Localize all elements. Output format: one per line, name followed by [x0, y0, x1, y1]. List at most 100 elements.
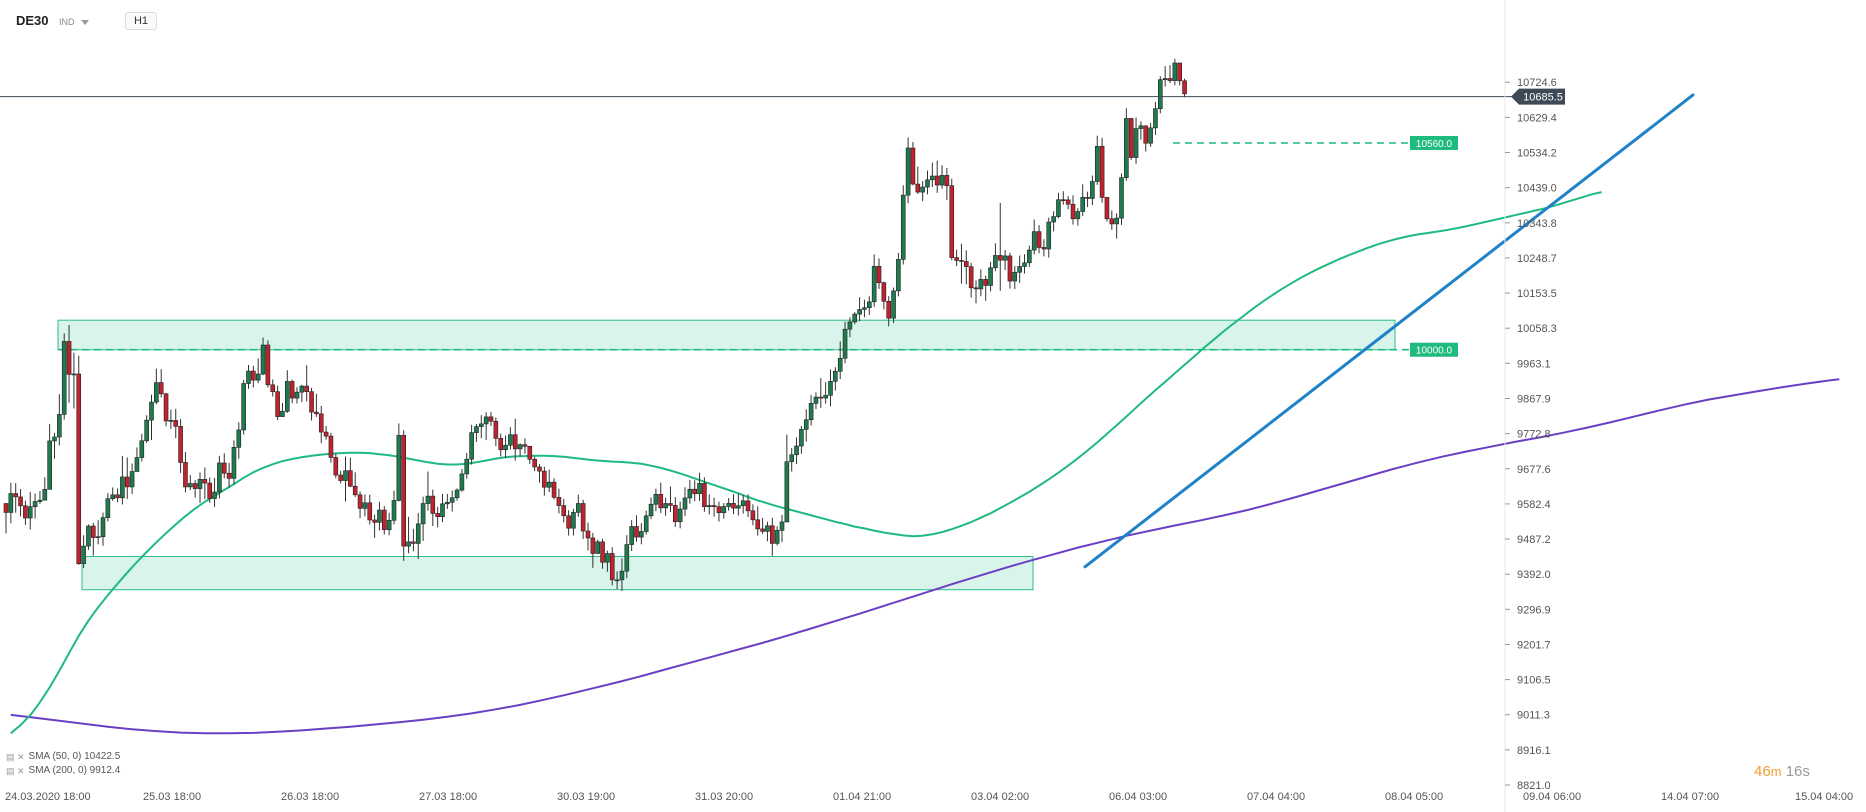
candle[interactable] [459, 469, 465, 492]
candle[interactable] [1080, 184, 1085, 217]
candle[interactable] [280, 402, 285, 417]
candle[interactable] [86, 524, 91, 550]
candle[interactable] [362, 494, 368, 517]
candle[interactable] [697, 472, 702, 501]
candle[interactable] [120, 455, 125, 505]
candle[interactable] [1061, 191, 1066, 205]
candle[interactable] [1075, 208, 1081, 226]
candle[interactable] [799, 426, 804, 454]
candle[interactable] [144, 415, 149, 444]
candle[interactable] [833, 367, 838, 391]
candle[interactable] [1022, 254, 1027, 274]
candle[interactable] [542, 466, 547, 496]
candle[interactable] [430, 489, 436, 526]
candle[interactable] [154, 368, 159, 405]
candle[interactable] [498, 433, 504, 457]
candle[interactable] [614, 571, 620, 590]
candle[interactable] [449, 490, 455, 512]
candle[interactable] [1065, 196, 1071, 210]
candle[interactable] [352, 472, 358, 498]
candle[interactable] [37, 490, 43, 504]
candle[interactable] [435, 506, 440, 528]
candle[interactable] [27, 491, 33, 530]
candle[interactable] [265, 340, 271, 388]
candle[interactable] [920, 180, 925, 202]
candle[interactable] [765, 521, 770, 542]
candle[interactable] [1148, 123, 1153, 147]
candle[interactable] [1158, 76, 1163, 114]
candle[interactable] [1041, 239, 1047, 257]
candle[interactable] [440, 494, 445, 523]
candle[interactable] [183, 452, 188, 493]
candle[interactable] [639, 522, 644, 545]
candle[interactable] [323, 425, 329, 440]
candle[interactable] [663, 497, 668, 516]
candle[interactable] [818, 378, 824, 408]
candle[interactable] [813, 392, 819, 410]
candle[interactable] [629, 520, 634, 552]
candle[interactable] [687, 479, 693, 504]
candle[interactable] [1056, 192, 1061, 219]
candle[interactable] [493, 417, 499, 447]
candle[interactable] [537, 464, 542, 483]
candle[interactable] [828, 369, 833, 407]
candle[interactable] [221, 453, 227, 479]
candle[interactable] [134, 447, 140, 472]
candle[interactable] [251, 365, 256, 388]
candle[interactable] [517, 443, 523, 457]
candle[interactable] [1167, 65, 1173, 84]
candle[interactable] [624, 535, 630, 579]
candle[interactable] [110, 487, 115, 501]
candle[interactable] [71, 352, 77, 409]
candle[interactable] [580, 499, 586, 539]
candle[interactable] [217, 455, 222, 499]
candle[interactable] [396, 423, 402, 502]
candle[interactable] [1119, 173, 1124, 225]
candle[interactable] [100, 512, 106, 546]
support-resistance-zone[interactable] [57, 319, 1396, 351]
candle[interactable] [503, 435, 508, 459]
candle[interactable] [178, 419, 183, 473]
candle[interactable] [745, 494, 751, 518]
candle[interactable] [954, 249, 959, 267]
candle[interactable] [755, 506, 761, 536]
candle[interactable] [852, 312, 858, 325]
candle[interactable] [207, 477, 212, 503]
candle[interactable] [794, 437, 799, 465]
candle[interactable] [1128, 117, 1134, 160]
candle[interactable] [711, 497, 717, 517]
candle[interactable] [837, 341, 843, 380]
candle[interactable] [18, 489, 23, 517]
candle[interactable] [934, 160, 940, 193]
candle[interactable] [1138, 121, 1144, 140]
candle[interactable] [260, 337, 266, 376]
candle[interactable] [1070, 195, 1076, 225]
candle[interactable] [1094, 135, 1100, 185]
candle[interactable] [643, 510, 649, 535]
candle[interactable] [590, 533, 596, 568]
candle[interactable] [105, 493, 111, 522]
candle[interactable] [789, 448, 795, 472]
candle[interactable] [309, 387, 314, 421]
candle[interactable] [1085, 191, 1090, 208]
candle[interactable] [81, 535, 86, 568]
candle[interactable] [1172, 58, 1178, 86]
candle[interactable] [197, 472, 203, 503]
timeframe-button[interactable]: H1 [124, 12, 157, 30]
candle[interactable] [658, 482, 664, 513]
candle[interactable] [585, 522, 591, 551]
candle[interactable] [386, 512, 392, 536]
candle[interactable] [823, 382, 828, 404]
candle[interactable] [1051, 211, 1056, 232]
candle[interactable] [289, 379, 295, 404]
candle[interactable] [556, 488, 562, 514]
candle[interactable] [915, 166, 921, 194]
candle[interactable] [896, 253, 901, 297]
candle[interactable] [381, 506, 387, 535]
candle[interactable] [561, 498, 567, 523]
candle[interactable] [925, 170, 930, 195]
candle[interactable] [139, 433, 145, 462]
candle[interactable] [192, 480, 198, 498]
candle[interactable] [993, 243, 998, 272]
candle[interactable] [1017, 255, 1022, 283]
